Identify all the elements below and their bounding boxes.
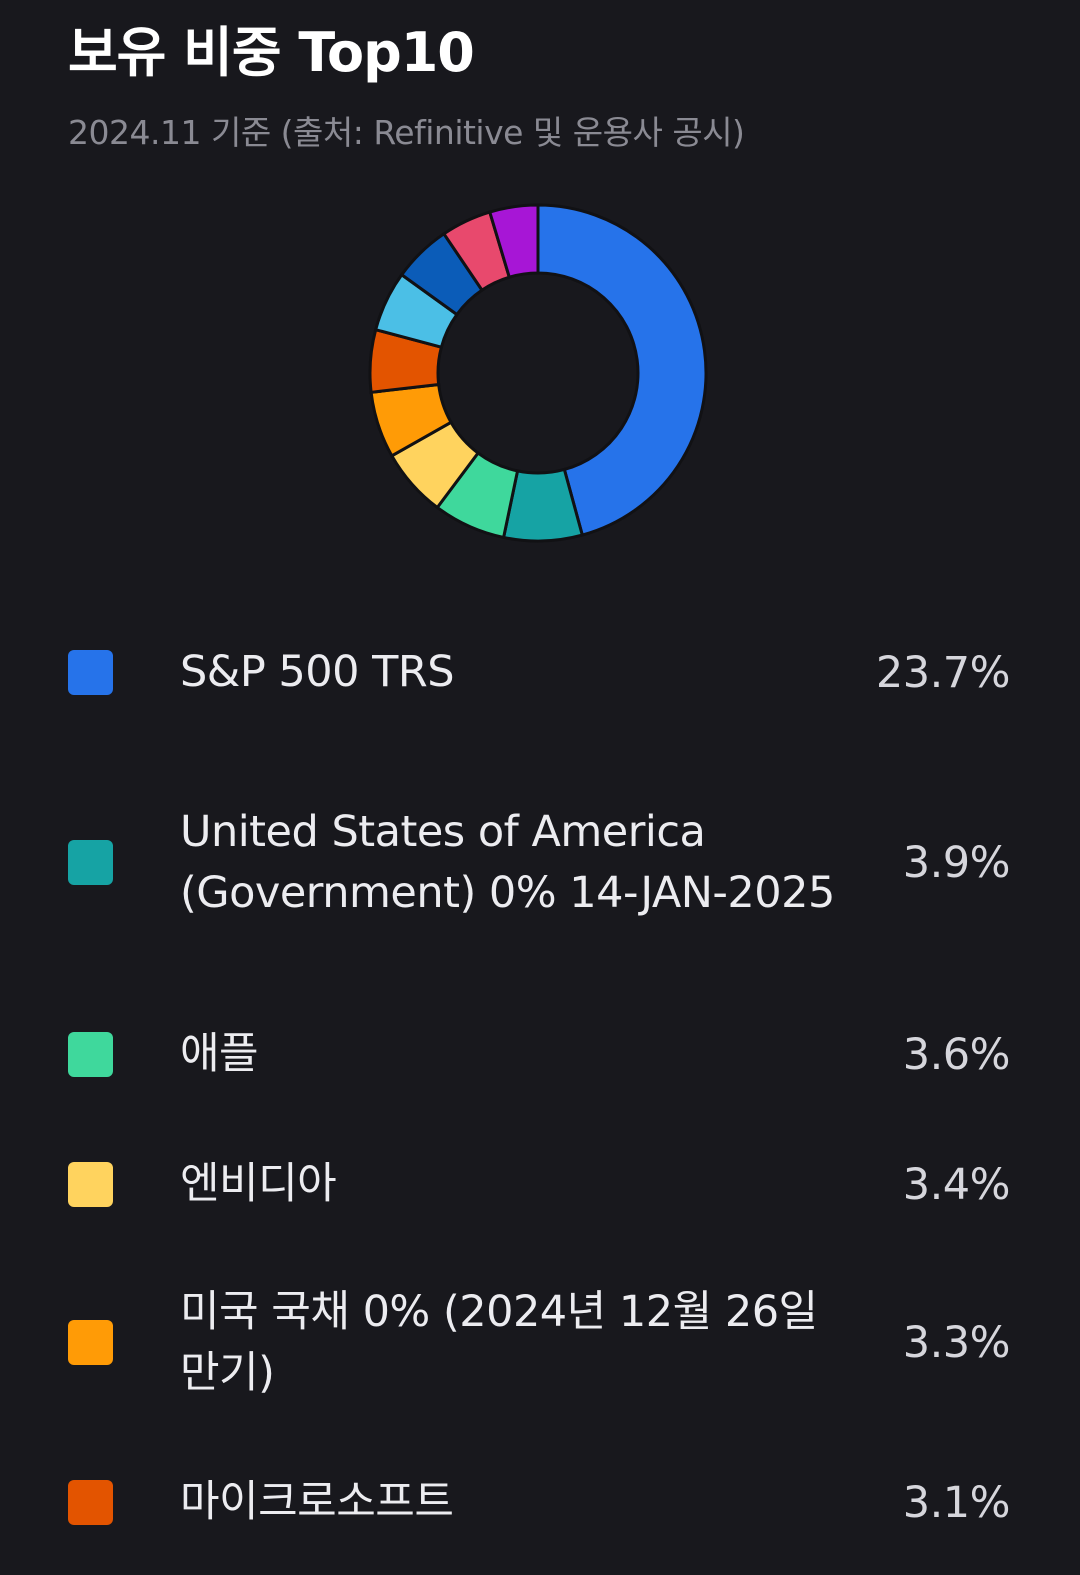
donut-slice-10[interactable]	[487, 203, 540, 280]
holding-weight: 3.3%	[902, 1317, 1011, 1368]
page-subtitle: 2024.11 기준 (출처: Refinitive 및 운용사 공시)	[68, 113, 745, 152]
holding-name: United States of America (Government) 0%…	[180, 806, 835, 918]
legend-item-microsoft[interactable]: 마이크로소프트 3.1%	[68, 1470, 1011, 1535]
legend-item-us-government-bill[interactable]: United States of America (Government) 0%…	[68, 770, 1011, 955]
holding-weight: 3.4%	[902, 1159, 1011, 1210]
holding-weight: 3.9%	[902, 837, 1011, 888]
legend-swatch	[68, 1320, 113, 1365]
legend-item-us-treasury[interactable]: 미국 국채 0% (2024년 12월 26일 만기) 3.3%	[68, 1280, 1011, 1405]
holdings-donut-chart	[340, 175, 740, 575]
holding-name: 마이크로소프트	[180, 1477, 454, 1527]
page-title: 보유 비중 Top10	[68, 21, 475, 84]
donut-slice-1[interactable]	[536, 203, 708, 537]
legend-item-apple[interactable]: 애플 3.6%	[68, 1022, 1011, 1087]
legend-swatch	[68, 840, 113, 885]
legend-item-sp500-trs[interactable]: S&P 500 TRS 23.7%	[68, 640, 1011, 705]
legend-swatch	[68, 1480, 113, 1525]
donut-svg	[368, 203, 708, 543]
holding-name: 미국 국채 0% (2024년 12월 26일 만기)	[180, 1286, 818, 1398]
holding-name: S&P 500 TRS	[180, 647, 455, 697]
legend-swatch	[68, 650, 113, 695]
legend-swatch	[68, 1162, 113, 1207]
holding-weight: 3.6%	[902, 1029, 1011, 1080]
holding-name: 엔비디아	[180, 1159, 337, 1209]
legend-swatch	[68, 1032, 113, 1077]
holding-weight: 3.1%	[902, 1477, 1011, 1528]
legend-item-nvidia[interactable]: 엔비디아 3.4%	[68, 1152, 1011, 1217]
holding-weight: 23.7%	[875, 647, 1011, 698]
holding-name: 애플	[180, 1029, 259, 1079]
